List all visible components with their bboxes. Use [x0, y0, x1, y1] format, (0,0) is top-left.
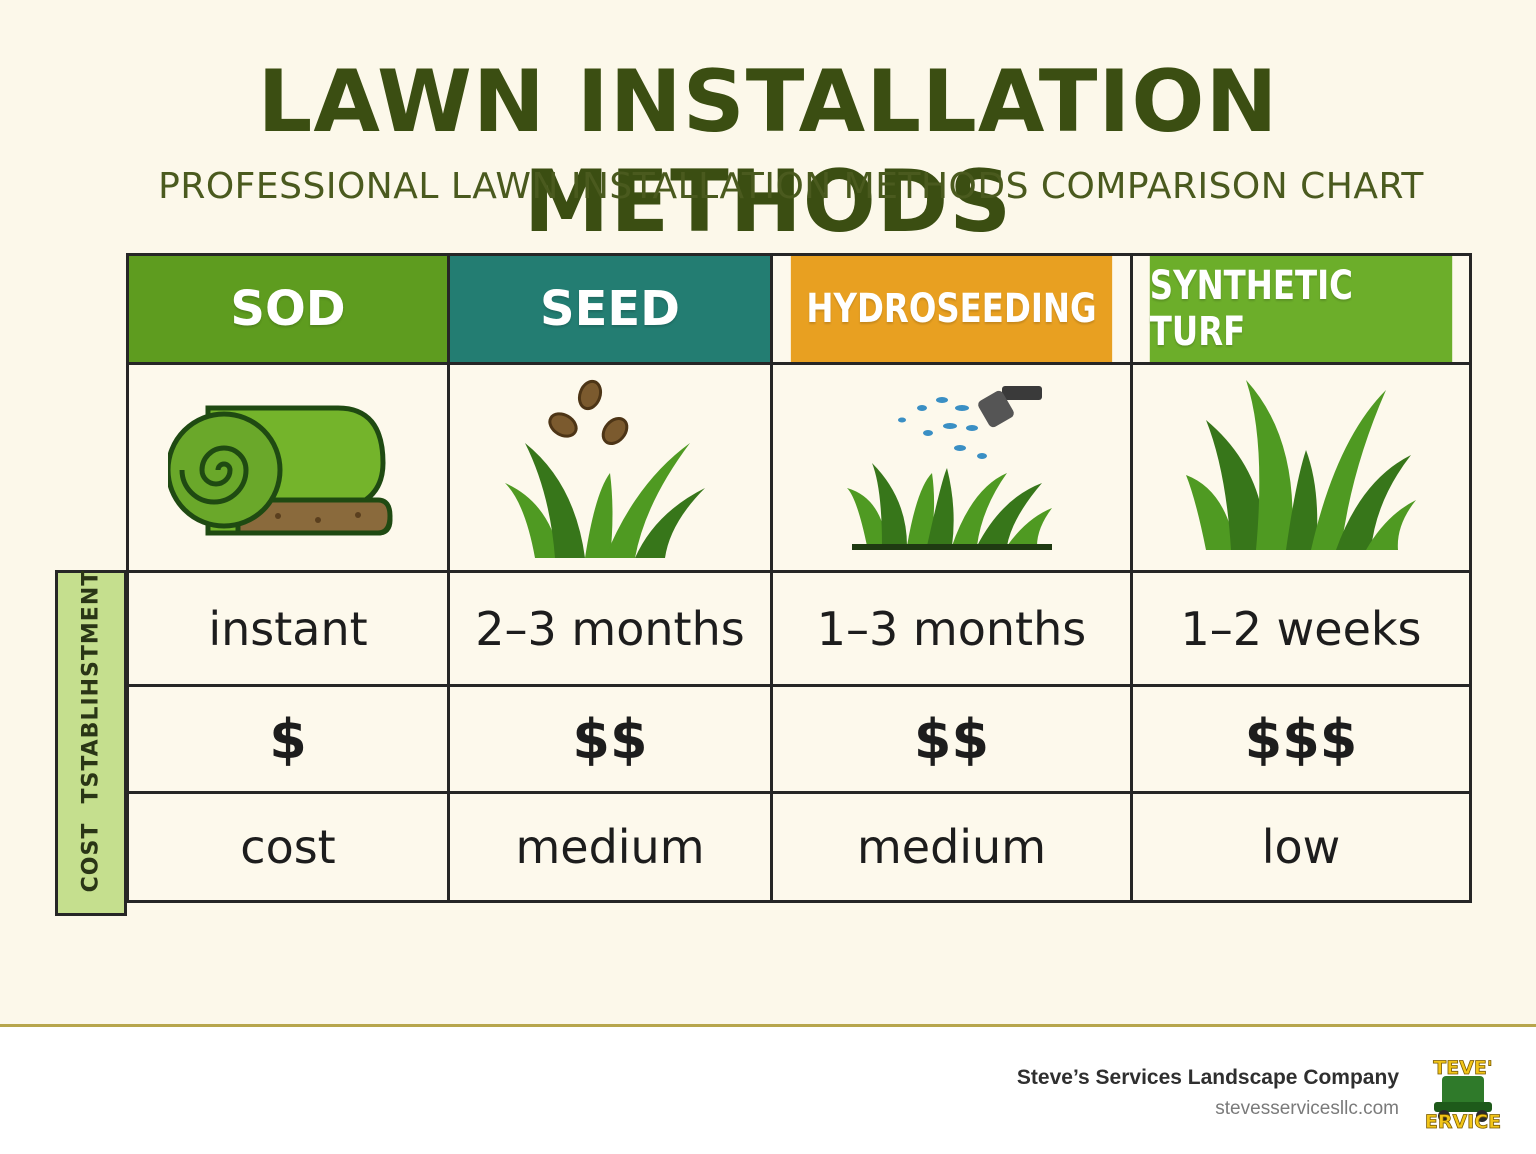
logo-top-text: TEVE': [1433, 1057, 1492, 1079]
footer-divider: [0, 1024, 1536, 1027]
company-logo: TEVE' ERVICE: [1420, 1054, 1506, 1134]
page-title: LAWN INSTALLATION METHODS: [257, 52, 1279, 252]
cost-sod: cost: [240, 820, 336, 874]
price-hydroseeding: $$: [913, 707, 990, 771]
comparison-table: SOD SEED HYDROSEEDING SYNTHETIC TURF: [126, 253, 1472, 903]
column-header-sod: SOD: [129, 256, 447, 362]
establishment-sod: instant: [208, 601, 368, 656]
side-label-establishment: TSTABLIHSTMENT: [78, 569, 104, 804]
row-divider: [129, 362, 1469, 365]
establishment-seed: 2–3 months: [475, 601, 745, 656]
cost-hydroseeding: medium: [856, 820, 1047, 874]
sod-roll-icon: [129, 365, 447, 570]
price-sod: $: [269, 707, 307, 771]
cost-seed: medium: [515, 820, 705, 874]
seed-grass-icon: [450, 365, 770, 570]
column-divider: [447, 256, 450, 900]
column-header-hydroseeding: HYDROSEEDING: [790, 256, 1113, 362]
company-website[interactable]: stevesservicesllc.com: [1215, 1098, 1399, 1119]
side-row-labels: TSTABLIHSTMENT COST: [55, 570, 127, 916]
establishment-hydroseeding: 1–3 months: [816, 601, 1087, 656]
establishment-synthetic-turf: 1–2 weeks: [1180, 601, 1422, 656]
side-label-cost: COST: [78, 822, 104, 893]
page-subtitle: PROFESSIONAL LAWN INSTALLATION METHODS C…: [158, 166, 1424, 207]
synthetic-grass-icon: [1133, 365, 1469, 570]
row-divider: [129, 684, 1469, 687]
footer: [0, 1027, 1536, 1154]
hydroseed-spray-icon: [773, 365, 1130, 570]
column-header-seed: SEED: [450, 256, 770, 362]
price-synthetic-turf: $$$: [1244, 707, 1358, 771]
column-divider: [1130, 256, 1133, 900]
row-divider: [129, 570, 1469, 573]
price-seed: $$: [572, 707, 648, 771]
company-name: Steve’s Services Landscape Company: [1016, 1066, 1399, 1089]
cost-synthetic-turf: low: [1261, 820, 1341, 874]
column-header-synthetic-turf: SYNTHETIC TURF: [1149, 256, 1453, 362]
logo-bottom-text: ERVICE: [1425, 1111, 1501, 1130]
column-divider: [770, 256, 773, 900]
row-divider: [129, 791, 1469, 794]
